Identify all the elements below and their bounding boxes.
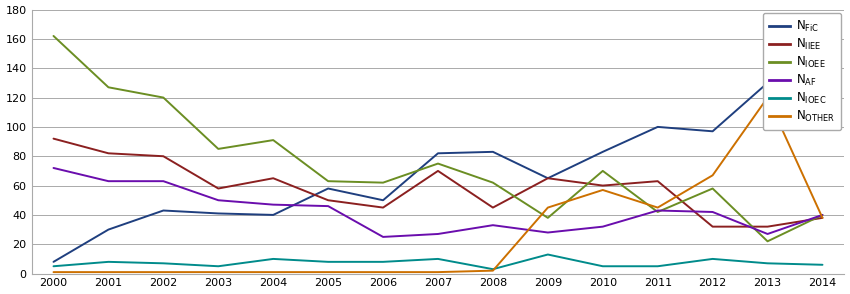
Legend: $\mathrm{N}_{\mathrm{FiC}}$, $\mathrm{N}_{\mathrm{IIEE}}$, $\mathrm{N}_{\mathrm{: $\mathrm{N}_{\mathrm{FiC}}$, $\mathrm{N}… (762, 13, 841, 130)
